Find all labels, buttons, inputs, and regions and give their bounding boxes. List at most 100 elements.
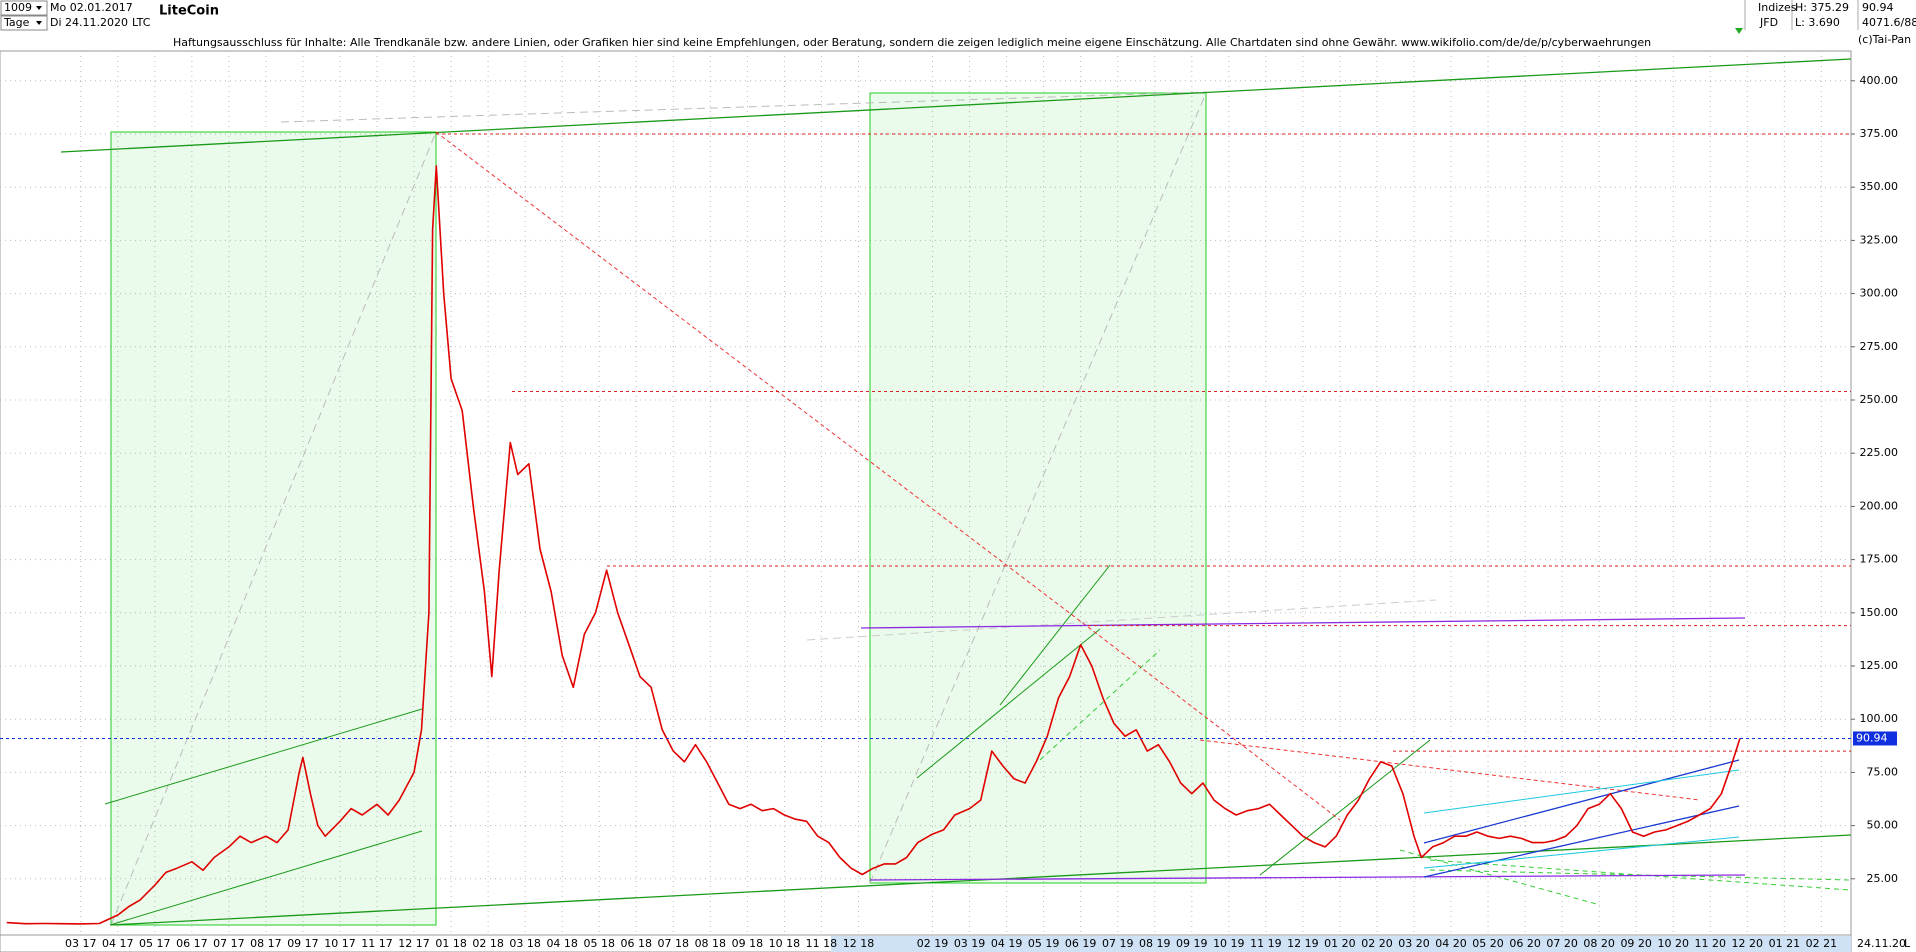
- trend-line: [109, 830, 423, 926]
- end-date: Di 24.11.2020: [50, 16, 128, 29]
- disclaimer: Haftungsausschluss für Inhalte: Alle Tre…: [173, 36, 1651, 49]
- y-tick-label: 200.00: [1860, 499, 1899, 512]
- trend-line: [104, 708, 423, 805]
- trend-line: [60, 58, 1852, 153]
- x-axis-highlight: [831, 936, 1851, 952]
- trend-line: [1423, 805, 1740, 878]
- x-tick-label: 04 20: [1435, 937, 1467, 950]
- x-tick-label: 03 18: [509, 937, 541, 950]
- x-tick-label: 05 18: [583, 937, 615, 950]
- y-tick-label: 125.00: [1860, 659, 1899, 672]
- copyright: (c)Tai-Pan: [1858, 33, 1911, 46]
- start-date: Mo 02.01.2017: [50, 1, 133, 14]
- drawings: [60, 58, 1852, 926]
- x-tick-label: 02 21: [1806, 937, 1838, 950]
- x-tick-label: 04 19: [991, 937, 1023, 950]
- y-tick-label: 25.00: [1867, 872, 1899, 885]
- x-tick-label: 05 17: [139, 937, 171, 950]
- volume: 4071.6/88: [1862, 16, 1916, 29]
- trend-line: [860, 617, 1746, 629]
- date-label: 24.11.20: [1857, 937, 1906, 950]
- trend-line: [916, 628, 1101, 779]
- x-tick-label: 07 18: [658, 937, 690, 950]
- x-tick-label: 05 20: [1472, 937, 1504, 950]
- x-tick-label: 09 18: [732, 937, 764, 950]
- x-tick-label: 12 17: [398, 937, 430, 950]
- x-tick-label: 11 18: [806, 937, 838, 950]
- x-tick-label: 02 18: [472, 937, 504, 950]
- x-tick-label: 07 19: [1102, 937, 1134, 950]
- x-tick-label: 11 19: [1250, 937, 1282, 950]
- last-price-box: [1853, 731, 1897, 746]
- x-tick-label: 02 19: [917, 937, 949, 950]
- x-tick-label: 01 20: [1324, 937, 1356, 950]
- x-tick-label: 07 17: [213, 937, 245, 950]
- x-tick-label: 12 20: [1732, 937, 1764, 950]
- x-tick-label: 12 19: [1287, 937, 1319, 950]
- x-tick-label: 06 20: [1509, 937, 1541, 950]
- market: Indizes: [1758, 1, 1797, 14]
- x-tick-label: 11 20: [1695, 937, 1727, 950]
- y-tick-label: 350.00: [1860, 180, 1899, 193]
- price-line: [6, 165, 1741, 925]
- y-tick-label: 300.00: [1860, 287, 1899, 300]
- grid: [0, 51, 1851, 935]
- x-tick-label: 10 17: [324, 937, 356, 950]
- instrument-name: LiteCoin: [159, 4, 219, 19]
- trend-line: [1423, 836, 1740, 869]
- x-tick-label: 08 19: [1139, 937, 1171, 950]
- x-tick-label: 03 19: [954, 937, 986, 950]
- last-price: 90.94: [1862, 1, 1894, 14]
- range-box: [110, 131, 437, 926]
- x-tick-label: 02 20: [1361, 937, 1393, 950]
- diagonal: [806, 599, 1437, 641]
- x-tick-label: 01 21: [1769, 937, 1801, 950]
- source: JFD: [1759, 16, 1778, 29]
- x-tick-label: 09 19: [1176, 937, 1208, 950]
- x-tick-label: 01 18: [435, 937, 467, 950]
- trend-line: [1087, 626, 1341, 821]
- x-tick-label: 10 18: [769, 937, 801, 950]
- trend-line: [1423, 759, 1740, 844]
- trend-line: [1039, 649, 1161, 761]
- x-tick-label: 04 18: [546, 937, 578, 950]
- y-tick-label: 50.00: [1867, 819, 1899, 832]
- dropdown-arrow: [36, 21, 42, 25]
- x-tick-label: 08 18: [695, 937, 727, 950]
- period: Tage: [3, 16, 30, 29]
- low: L: 3.690: [1795, 16, 1840, 29]
- x-tick-label: 10 19: [1213, 937, 1245, 950]
- x-tick-label: 09 17: [287, 937, 319, 950]
- y-tick-label: 175.00: [1860, 553, 1899, 566]
- diagonal: [869, 92, 1207, 884]
- x-tick-label: 07 20: [1546, 937, 1578, 950]
- x-tick-label: 12 18: [843, 937, 875, 950]
- x-tick-label: 11 17: [361, 937, 393, 950]
- y-tick-label: 150.00: [1860, 606, 1899, 619]
- y-tick-label: 325.00: [1860, 233, 1899, 246]
- x-tick-label: 06 17: [176, 937, 208, 950]
- period-box[interactable]: [0, 15, 48, 31]
- x-tick-label: 08 17: [250, 937, 282, 950]
- x-tick-label: 05 19: [1028, 937, 1060, 950]
- signal-arrow: [1735, 28, 1743, 34]
- dropdown-arrow: [36, 6, 42, 10]
- x-tick-label: 08 20: [1583, 937, 1615, 950]
- y-tick-label: 375.00: [1860, 127, 1899, 140]
- y-tick-label: 75.00: [1867, 765, 1899, 778]
- count: 1009: [4, 1, 32, 14]
- trend-line: [869, 874, 1746, 881]
- diagonal: [280, 91, 1207, 123]
- x-tick-label: 06 18: [621, 937, 653, 950]
- x-tick-label: 04 17: [102, 937, 134, 950]
- trend-line: [435, 131, 1089, 628]
- y-tick-label: 225.00: [1860, 446, 1899, 459]
- last-price-label: 90.94: [1856, 731, 1888, 744]
- marks: [0, 133, 1851, 925]
- x-tick-label: 09 20: [1620, 937, 1652, 950]
- trend-line: [1259, 739, 1431, 876]
- x-tick-label: 06 19: [1065, 937, 1097, 950]
- high: H: 375.29: [1795, 1, 1849, 14]
- count-box[interactable]: [0, 0, 48, 16]
